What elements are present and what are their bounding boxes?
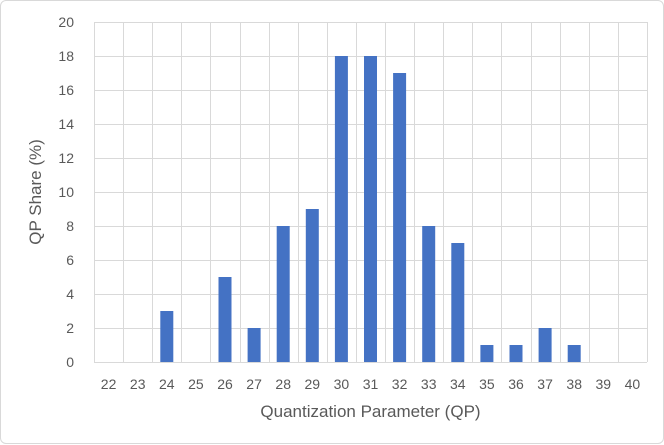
bar-qp-30 (334, 56, 348, 362)
x-tick-label: 39 (596, 376, 612, 392)
bar-qp-35 (480, 345, 494, 362)
bars (160, 56, 581, 362)
x-tick-label: 38 (566, 376, 582, 392)
bar-qp-27 (247, 328, 261, 362)
bar-qp-26 (218, 277, 232, 362)
x-tick-label: 40 (625, 376, 641, 392)
y-tick-label: 0 (66, 354, 74, 370)
gridlines (94, 22, 648, 363)
y-tick-label: 6 (66, 252, 74, 268)
y-tick-label: 10 (58, 184, 74, 200)
x-tick-label: 23 (130, 376, 146, 392)
y-tick-label: 20 (58, 14, 74, 30)
bar-qp-36 (509, 345, 523, 362)
bar-qp-28 (276, 226, 290, 362)
x-tick-label: 28 (275, 376, 291, 392)
x-tick-label: 24 (159, 376, 175, 392)
x-tick-label: 29 (305, 376, 321, 392)
y-tick-label: 14 (58, 116, 74, 132)
x-tick-label: 22 (101, 376, 117, 392)
y-tick-label: 4 (66, 286, 74, 302)
bar-qp-38 (567, 345, 581, 362)
x-tick-label: 30 (334, 376, 350, 392)
x-tick-label: 31 (363, 376, 379, 392)
x-tick-label: 27 (246, 376, 262, 392)
x-tick-label: 35 (479, 376, 495, 392)
y-axis-ticks: 0 2 4 6 8 10 12 14 16 18 20 (58, 14, 74, 370)
bar-qp-31 (364, 56, 377, 362)
x-axis-ticks: 22 23 24 25 26 27 28 29 30 31 32 33 34 35 36 37 38 39 40 (101, 376, 641, 392)
y-tick-label: 8 (66, 218, 74, 234)
y-tick-label: 18 (58, 48, 74, 64)
x-tick-label: 25 (188, 376, 204, 392)
x-tick-label: 32 (392, 376, 408, 392)
y-tick-label: 16 (58, 82, 74, 98)
bar-qp-34 (451, 243, 465, 362)
bar-qp-29 (305, 209, 319, 362)
y-tick-label: 12 (58, 150, 74, 166)
bar-qp-24 (160, 311, 174, 362)
y-tick-label: 2 (66, 320, 74, 336)
x-tick-label: 26 (217, 376, 233, 392)
x-tick-label: 34 (450, 376, 466, 392)
y-axis-title: QP Share (%) (26, 139, 45, 245)
x-tick-label: 37 (537, 376, 553, 392)
x-axis-title: Quantization Parameter (QP) (260, 402, 480, 421)
bar-qp-32 (393, 73, 407, 362)
bar-qp-37 (538, 328, 552, 362)
bar-qp-33 (422, 226, 436, 362)
x-tick-label: 33 (421, 376, 437, 392)
x-tick-label: 36 (508, 376, 524, 392)
